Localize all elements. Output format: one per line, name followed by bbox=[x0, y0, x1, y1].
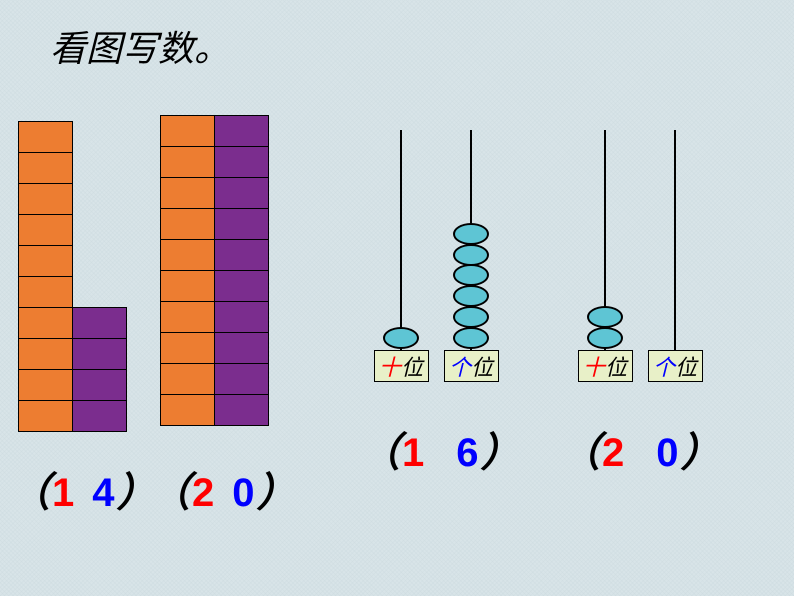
answer-number: （1 4） bbox=[10, 460, 159, 518]
block-cell bbox=[160, 239, 215, 271]
abacus-bead bbox=[587, 327, 623, 349]
paren: ） bbox=[257, 470, 299, 515]
paren: ） bbox=[481, 430, 523, 475]
spacer bbox=[76, 470, 92, 515]
block-cell bbox=[160, 177, 215, 209]
block-cell bbox=[18, 121, 73, 153]
blocks-group bbox=[18, 115, 127, 431]
block-cell bbox=[72, 307, 127, 339]
abacus: 十位个位 bbox=[370, 130, 530, 392]
block-cell bbox=[214, 332, 269, 364]
paren: （ bbox=[150, 470, 192, 515]
place-char: 位 bbox=[471, 350, 493, 382]
place-char: 位 bbox=[675, 350, 697, 382]
block-cell bbox=[214, 270, 269, 302]
digit-tens: 2 bbox=[602, 431, 626, 475]
digit-tens: 1 bbox=[402, 431, 426, 475]
place-char: 位 bbox=[605, 350, 627, 382]
block-cell bbox=[214, 239, 269, 271]
abacus-bead bbox=[383, 327, 419, 349]
block-cell bbox=[214, 208, 269, 240]
abacus-bead bbox=[453, 264, 489, 286]
block-cell bbox=[214, 301, 269, 333]
paren: （ bbox=[560, 430, 602, 475]
spacer bbox=[216, 470, 232, 515]
digit-ones: 0 bbox=[656, 431, 680, 475]
block-cell bbox=[18, 183, 73, 215]
block-cell bbox=[160, 146, 215, 178]
block-cell bbox=[18, 214, 73, 246]
block-column bbox=[18, 121, 73, 431]
block-cell bbox=[72, 338, 127, 370]
block-cell bbox=[72, 400, 127, 432]
block-column bbox=[72, 115, 127, 431]
block-cell bbox=[160, 208, 215, 240]
place-value-label: 十位 bbox=[578, 350, 633, 382]
digit-ones: 0 bbox=[232, 471, 256, 515]
digit-ones: 6 bbox=[456, 431, 480, 475]
paren: （ bbox=[10, 470, 52, 515]
abacus-bead bbox=[453, 223, 489, 245]
paren: （ bbox=[360, 430, 402, 475]
block-cell bbox=[72, 369, 127, 401]
blocks-group bbox=[160, 115, 269, 425]
block-cell bbox=[160, 332, 215, 364]
abacus-bead bbox=[453, 285, 489, 307]
abacus-bead bbox=[453, 327, 489, 349]
block-cell bbox=[160, 394, 215, 426]
abacus: 十位个位 bbox=[574, 130, 734, 392]
block-cell bbox=[18, 369, 73, 401]
place-char: 十 bbox=[583, 350, 605, 382]
place-value-label: 个位 bbox=[648, 350, 703, 382]
block-cell bbox=[214, 177, 269, 209]
digit-ones: 4 bbox=[92, 471, 116, 515]
answer-number: （1 6） bbox=[360, 420, 523, 478]
abacus-bead bbox=[587, 306, 623, 328]
paren: ） bbox=[681, 430, 723, 475]
block-cell bbox=[18, 307, 73, 339]
block-cell bbox=[18, 338, 73, 370]
place-value-label: 个位 bbox=[444, 350, 499, 382]
place-char: 个 bbox=[449, 350, 471, 382]
page-title: 看图写数。 bbox=[50, 20, 230, 72]
spacer bbox=[626, 430, 656, 475]
spacer bbox=[426, 430, 456, 475]
answer-number: （2 0） bbox=[150, 460, 299, 518]
block-cell bbox=[160, 363, 215, 395]
block-cell bbox=[214, 394, 269, 426]
block-cell bbox=[214, 115, 269, 147]
abacus-bead bbox=[453, 306, 489, 328]
block-cell bbox=[18, 276, 73, 308]
digit-tens: 1 bbox=[52, 471, 76, 515]
block-column bbox=[160, 115, 215, 425]
block-cell bbox=[160, 115, 215, 147]
block-cell bbox=[214, 363, 269, 395]
block-cell bbox=[18, 152, 73, 184]
block-cell bbox=[160, 270, 215, 302]
block-cell bbox=[214, 146, 269, 178]
abacus-rod bbox=[674, 130, 676, 350]
place-value-label: 十位 bbox=[374, 350, 429, 382]
abacus-bead bbox=[453, 244, 489, 266]
place-char: 位 bbox=[401, 350, 423, 382]
block-cell bbox=[160, 301, 215, 333]
block-column bbox=[214, 115, 269, 425]
block-cell bbox=[18, 245, 73, 277]
place-char: 个 bbox=[653, 350, 675, 382]
block-cell bbox=[18, 400, 73, 432]
digit-tens: 2 bbox=[192, 471, 216, 515]
place-char: 十 bbox=[379, 350, 401, 382]
abacus-rod bbox=[400, 130, 402, 350]
answer-number: （2 0） bbox=[560, 420, 723, 478]
